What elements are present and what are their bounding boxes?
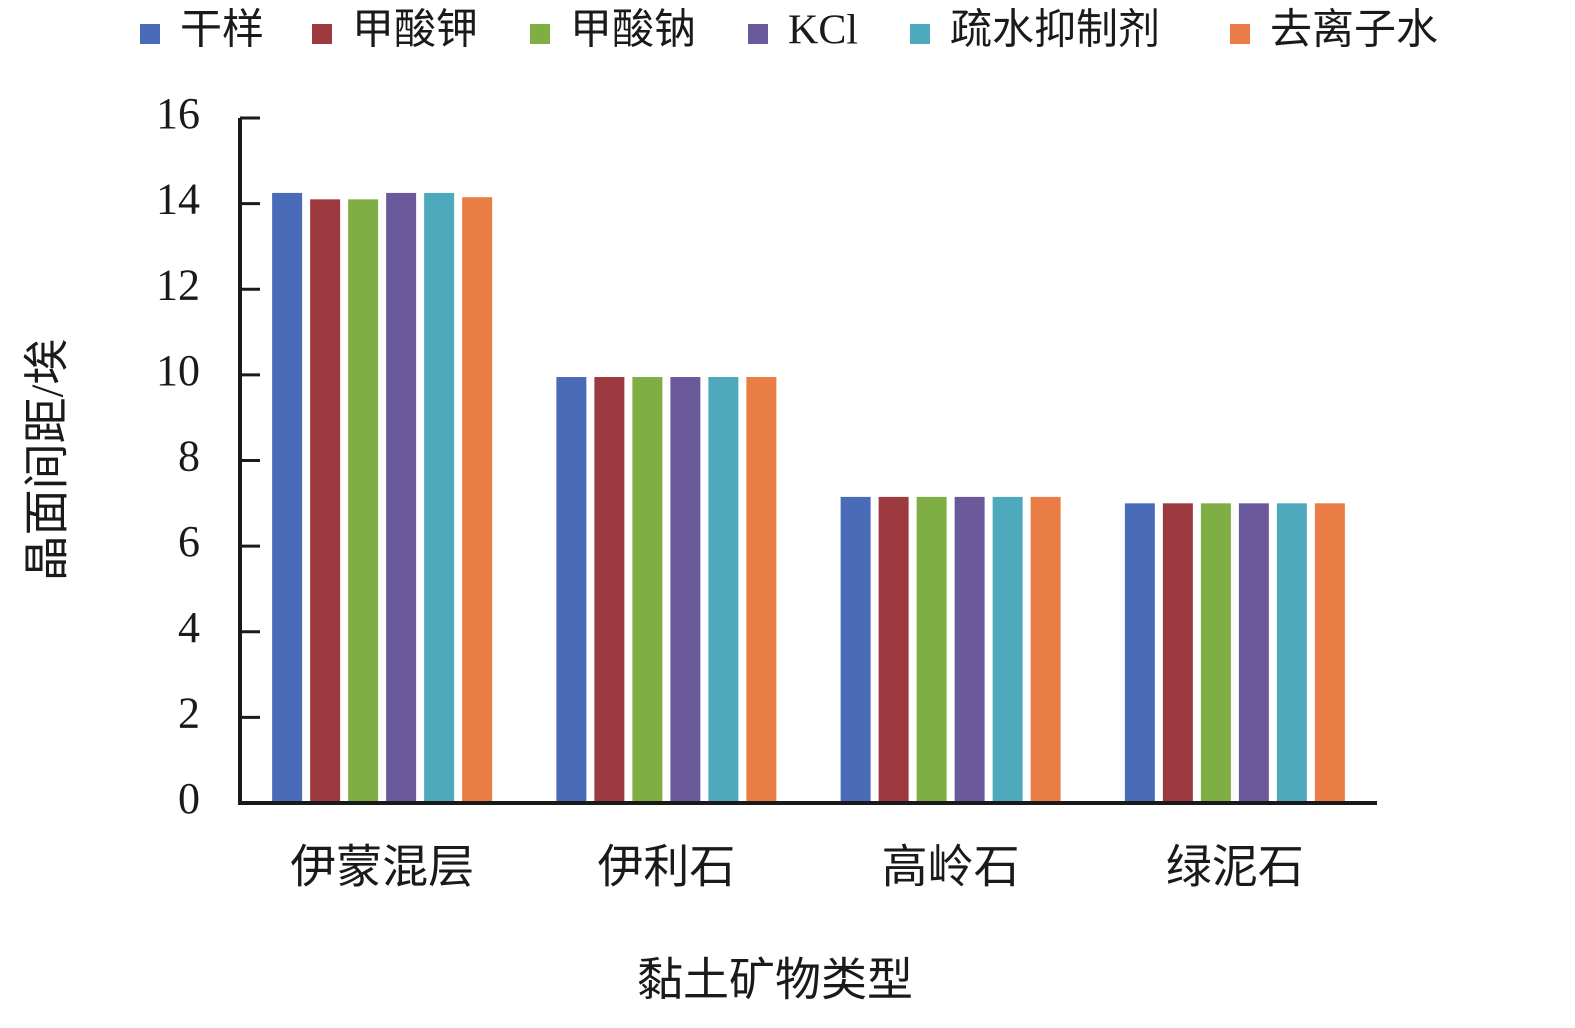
legend-swatch bbox=[1230, 24, 1250, 44]
legend-swatch bbox=[748, 24, 768, 44]
y-tick-label: 14 bbox=[156, 175, 200, 224]
legend-label: 去离子水 bbox=[1270, 7, 1438, 54]
bar bbox=[916, 496, 947, 803]
y-tick-label: 2 bbox=[178, 688, 200, 737]
bar bbox=[840, 496, 871, 803]
x-tick-label: 伊利石 bbox=[597, 842, 735, 893]
x-tick-label: 高岭石 bbox=[882, 842, 1020, 893]
legend-label: KCl bbox=[788, 8, 858, 54]
bar bbox=[878, 496, 909, 803]
y-axis-title: 晶面间距/埃 bbox=[22, 339, 73, 582]
bar bbox=[556, 377, 587, 803]
bar bbox=[746, 377, 777, 803]
bar bbox=[1030, 496, 1061, 803]
legend-swatch bbox=[140, 24, 160, 44]
bar bbox=[992, 496, 1023, 803]
bar bbox=[1276, 503, 1307, 803]
bar bbox=[462, 197, 493, 803]
bar bbox=[1124, 503, 1155, 803]
legend-swatch bbox=[530, 24, 550, 44]
y-tick-label: 8 bbox=[178, 432, 200, 481]
bar bbox=[424, 192, 455, 803]
y-tick-label: 16 bbox=[156, 89, 200, 138]
legend-label: 甲酸钾 bbox=[352, 8, 478, 54]
x-axis-title: 黏土矿物类型 bbox=[637, 955, 913, 1006]
bar bbox=[632, 377, 663, 803]
bar bbox=[1200, 503, 1231, 803]
x-tick-label: 伊蒙混层 bbox=[290, 842, 474, 893]
y-tick-label: 4 bbox=[178, 603, 200, 652]
legend-swatch bbox=[312, 24, 332, 44]
bar bbox=[1162, 503, 1193, 803]
legend-label: 甲酸钠 bbox=[570, 8, 696, 54]
y-tick-label: 0 bbox=[178, 774, 200, 823]
y-tick-label: 10 bbox=[156, 346, 200, 395]
bar bbox=[310, 199, 341, 803]
bar bbox=[594, 377, 625, 803]
y-tick-label: 6 bbox=[178, 517, 200, 566]
legend-label: 干样 bbox=[180, 8, 264, 54]
legend-swatch bbox=[910, 24, 930, 44]
bar bbox=[386, 192, 417, 803]
x-tick-label: 绿泥石 bbox=[1166, 842, 1304, 893]
legend-label: 疏水抑制剂 bbox=[950, 8, 1160, 54]
bar bbox=[1238, 503, 1269, 803]
bar bbox=[670, 377, 701, 803]
bar bbox=[348, 199, 379, 803]
bar bbox=[708, 377, 739, 803]
bar bbox=[1314, 503, 1345, 803]
y-tick-label: 12 bbox=[156, 260, 200, 309]
bar bbox=[954, 496, 985, 803]
bar bbox=[272, 192, 303, 803]
